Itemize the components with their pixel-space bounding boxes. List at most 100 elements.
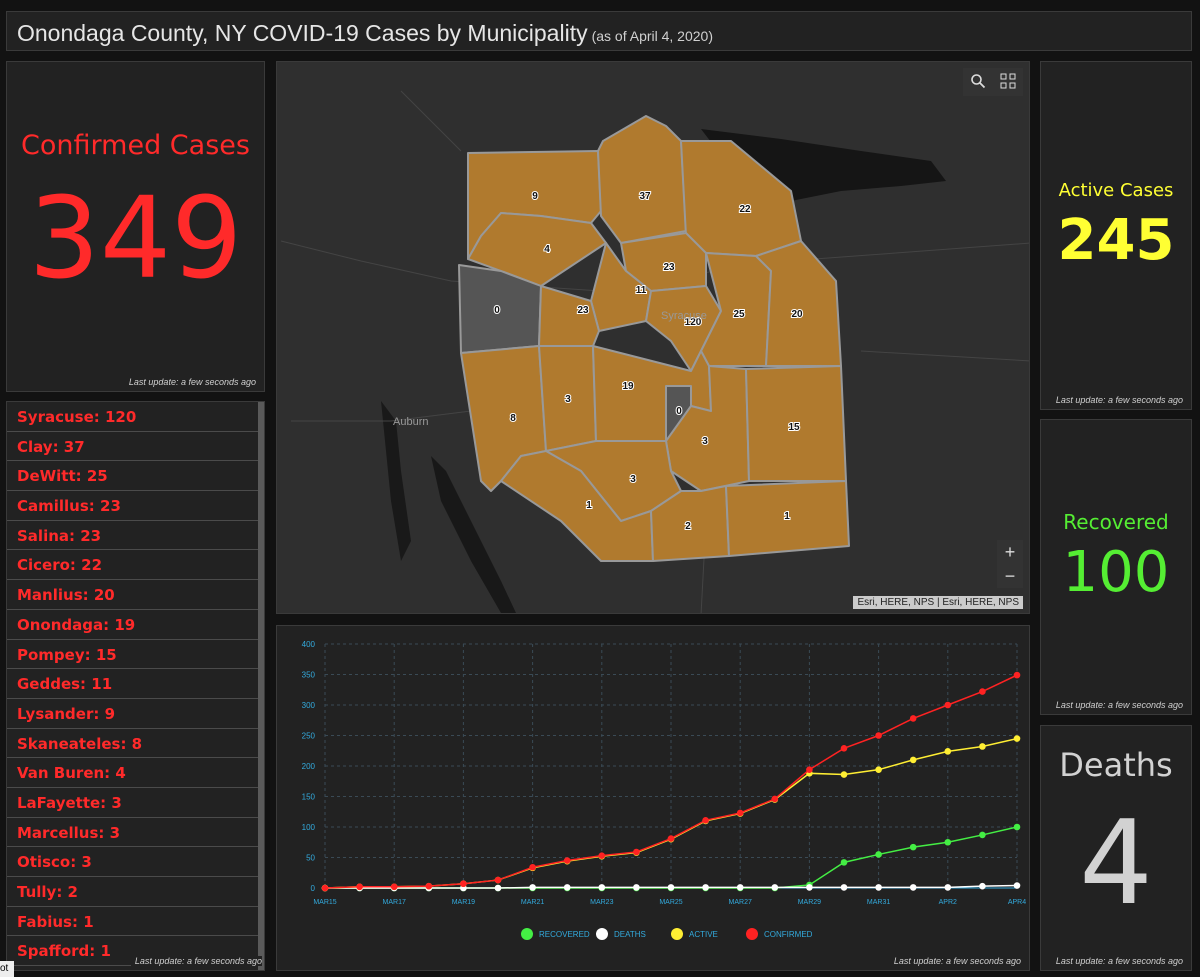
list-scrollbar[interactable] xyxy=(258,402,264,970)
municipality-list-item[interactable]: LaFayette: 3 xyxy=(7,788,264,818)
data-point-deaths xyxy=(598,884,606,891)
data-point-deaths xyxy=(979,882,986,890)
data-point-active xyxy=(1013,735,1021,742)
data-point-active xyxy=(840,771,848,778)
recovered-label: Recovered xyxy=(1063,510,1169,534)
data-point-deaths xyxy=(875,884,882,891)
fabius-shape[interactable] xyxy=(725,480,850,557)
municipality-list-item[interactable]: Van Buren: 4 xyxy=(7,758,264,788)
spafford-count: 1 xyxy=(586,500,592,511)
title-date: (as of April 4, 2020) xyxy=(591,28,713,44)
x-tick-label: MAR19 xyxy=(452,899,475,906)
data-point-confirmed xyxy=(494,876,502,884)
dashboard-header: Onondaga County, NY COVID-19 Cases by Mu… xyxy=(6,11,1192,51)
municipality-list-item[interactable]: Onondaga: 19 xyxy=(7,610,264,640)
data-point-active xyxy=(944,748,952,755)
municipality-list-item[interactable]: Syracuse: 120 xyxy=(7,402,264,432)
data-point-deaths xyxy=(494,884,502,892)
municipality-list-item[interactable]: Marcellus: 3 xyxy=(7,818,264,848)
map-attribution[interactable]: Esri, HERE, NPS | Esri, HERE, NPS xyxy=(853,596,1023,609)
otisco-count: 3 xyxy=(630,474,636,485)
map-qr-button[interactable] xyxy=(993,68,1023,96)
municipality-list-item[interactable]: Lysander: 9 xyxy=(7,699,264,729)
y-tick-label: 200 xyxy=(302,762,316,771)
manlius-shape[interactable] xyxy=(755,240,842,367)
municipality-list-item[interactable]: Manlius: 20 xyxy=(7,580,264,610)
skaneateles-count: 8 xyxy=(510,413,516,424)
municipality-list-item[interactable]: Tully: 2 xyxy=(7,877,264,907)
municipality-list-item[interactable]: Pompey: 15 xyxy=(7,640,264,670)
municipality-list-item[interactable]: Cicero: 22 xyxy=(7,550,264,581)
data-point-confirmed xyxy=(944,701,952,709)
legend-marker-confirmed xyxy=(746,928,758,940)
data-point-confirmed xyxy=(598,852,606,859)
deaths-label: Deaths xyxy=(1059,746,1173,784)
nation-count: 0 xyxy=(676,406,682,417)
data-point-confirmed xyxy=(633,848,640,856)
salina-count: 23 xyxy=(663,262,675,273)
y-tick-label: 350 xyxy=(302,671,316,680)
data-point-confirmed xyxy=(460,880,467,888)
data-point-recovered xyxy=(909,843,917,851)
data-point-deaths xyxy=(736,884,744,891)
municipality-list-item[interactable]: Camillus: 23 xyxy=(7,491,264,521)
municipality-list-item[interactable]: Geddes: 11 xyxy=(7,669,264,699)
data-point-deaths xyxy=(1013,882,1021,889)
data-point-confirmed xyxy=(425,882,433,890)
data-point-deaths xyxy=(840,884,848,891)
data-point-deaths xyxy=(909,884,917,891)
data-point-confirmed xyxy=(390,883,398,891)
cases-line-chart: 0 50 100 150 200 250 300 350 400 MAR15 MAR17 MAR19 M… xyxy=(302,640,1026,940)
owasco-lake-shape xyxy=(431,456,516,613)
map-count-labels: 9 37 22 4 23 11 0 23 120 25 20 8 3 19 0 … xyxy=(493,190,804,533)
data-point-deaths xyxy=(771,884,779,891)
data-point-deaths xyxy=(563,884,571,891)
pompey-count: 15 xyxy=(788,422,800,433)
municipality-list-item[interactable]: Clay: 37 xyxy=(7,432,264,462)
data-point-recovered xyxy=(944,838,952,846)
municipality-list[interactable]: Syracuse: 120 Clay: 37 DeWitt: 25 Camillus:… xyxy=(6,401,265,971)
x-tick-label: MAR25 xyxy=(659,899,682,906)
data-point-confirmed xyxy=(909,715,917,722)
title-text: Onondaga County, NY COVID-19 Cases by Mu… xyxy=(17,20,588,46)
municipality-list-item[interactable]: Otisco: 3 xyxy=(7,847,264,877)
municipality-list-item[interactable]: Skaneateles: 8 xyxy=(7,729,264,759)
y-tick-label: 150 xyxy=(302,793,316,802)
zoom-in-button[interactable]: + xyxy=(997,540,1023,564)
clay-shape[interactable] xyxy=(597,115,687,244)
y-tick-label: 250 xyxy=(302,732,316,741)
legend-marker-active xyxy=(671,928,683,940)
clay-count: 37 xyxy=(639,191,651,202)
x-tick-label: APR2 xyxy=(939,899,957,906)
data-point-confirmed xyxy=(702,816,709,824)
camillus-shape[interactable] xyxy=(538,285,600,347)
map-search-button[interactable] xyxy=(963,68,993,96)
search-icon xyxy=(971,74,986,89)
data-point-recovered xyxy=(979,831,986,839)
manlius-count: 20 xyxy=(791,309,803,320)
syracuse-place-label: Syracuse xyxy=(661,310,707,322)
active-cases-value: 245 xyxy=(1057,208,1175,273)
x-tick-label: MAR29 xyxy=(798,899,821,906)
zoom-out-button[interactable]: − xyxy=(997,564,1023,588)
y-tick-label: 0 xyxy=(311,884,316,893)
spafford-shape[interactable] xyxy=(500,450,654,562)
deaths-value: 4 xyxy=(1079,796,1153,931)
data-point-deaths xyxy=(529,884,536,891)
data-point-confirmed xyxy=(563,857,571,864)
municipality-map[interactable]: 9 37 22 4 23 11 0 23 120 25 20 8 3 19 0 … xyxy=(276,61,1030,614)
map-canvas[interactable]: 9 37 22 4 23 11 0 23 120 25 20 8 3 19 0 … xyxy=(277,62,1030,614)
data-point-deaths xyxy=(667,884,675,891)
recovered-updated: Last update: a few seconds ago xyxy=(1055,700,1183,710)
y-tick-label: 50 xyxy=(306,854,315,863)
municipality-list-item[interactable]: Fabius: 1 xyxy=(7,907,264,937)
municipality-shapes[interactable] xyxy=(458,115,850,562)
confirmed-updated: Last update: a few seconds ago xyxy=(128,377,256,387)
municipality-list-item[interactable]: Salina: 23 xyxy=(7,521,264,551)
data-point-confirmed xyxy=(356,883,363,891)
data-point-confirmed xyxy=(875,732,882,739)
municipality-list-item[interactable]: DeWitt: 25 xyxy=(7,461,264,492)
data-point-deaths xyxy=(633,884,640,891)
data-point-confirmed xyxy=(771,795,779,803)
active-cases-panel: Active Cases 245 Last update: a few seco… xyxy=(1040,61,1192,410)
